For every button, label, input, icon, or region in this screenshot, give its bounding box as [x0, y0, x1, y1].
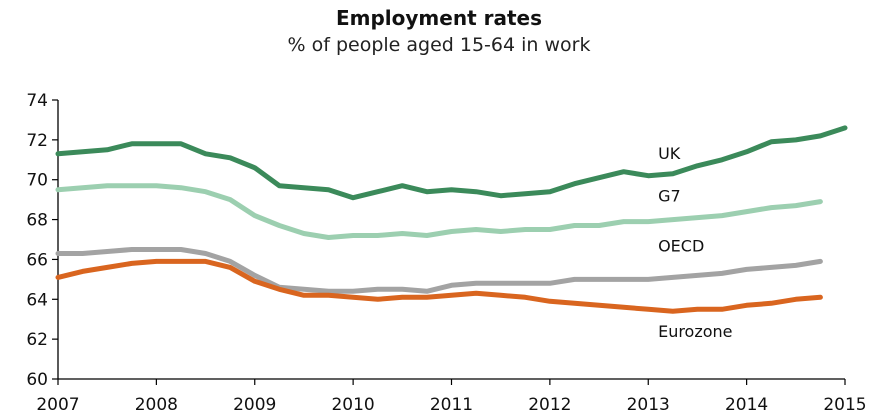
series-line-uk — [55, 125, 848, 201]
series-label-g7: G7 — [658, 187, 681, 206]
x-tick-label: 2014 — [725, 395, 768, 415]
x-tick-label: 2009 — [233, 395, 276, 415]
axes: 60 62 64 66 68 70 72 74 2007 2008 2009 2010 2011 2012… — [26, 91, 866, 415]
x-tick-label: 2011 — [430, 395, 473, 415]
y-tick-label: 72 — [26, 131, 48, 151]
x-tick-label: 2013 — [627, 395, 670, 415]
x-tick-label: 2007 — [36, 395, 79, 415]
series-line-eurozone — [55, 258, 823, 314]
x-tick-label: 2010 — [331, 395, 374, 415]
series-labels: UK G7 OECD Eurozone — [658, 144, 732, 341]
series-line-oecd — [55, 247, 823, 294]
x-tick-label: 2012 — [528, 395, 571, 415]
series-lines — [55, 125, 848, 314]
series-label-oecd: OECD — [658, 236, 704, 255]
x-tick-label: 2015 — [823, 395, 866, 415]
series-label-uk: UK — [658, 144, 681, 163]
chart-title: Employment rates — [335, 6, 542, 30]
series-label-eurozone: Eurozone — [658, 322, 732, 341]
x-tick-label: 2008 — [135, 395, 178, 415]
y-tick-label: 70 — [26, 171, 48, 191]
y-tick-label: 74 — [26, 91, 48, 111]
y-tick-label: 64 — [26, 290, 48, 310]
y-tick-label: 60 — [26, 370, 48, 390]
series-line-g7 — [55, 183, 823, 240]
y-tick-label: 62 — [26, 330, 48, 350]
chart-subtitle: % of people aged 15-64 in work — [287, 34, 591, 56]
y-tick-label: 66 — [26, 250, 48, 270]
y-tick-label: 68 — [26, 211, 48, 231]
